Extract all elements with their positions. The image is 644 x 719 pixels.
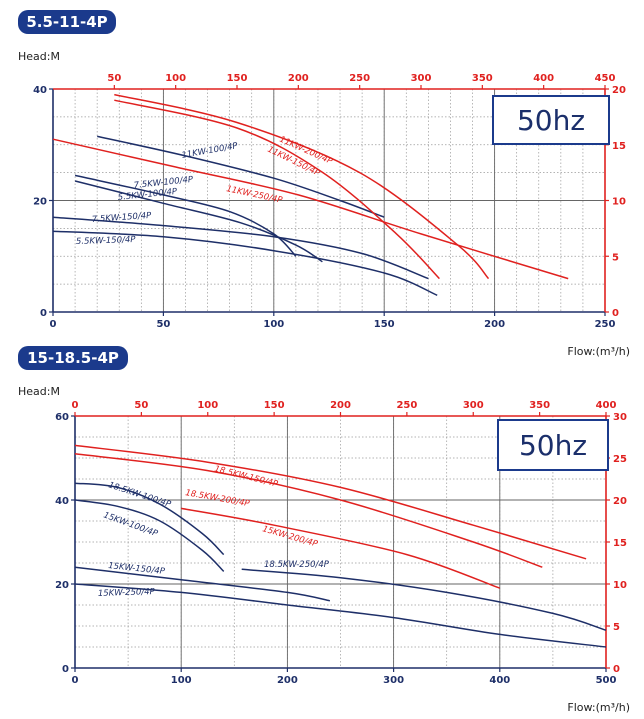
x-top-tick-label: 300 xyxy=(463,400,484,411)
curve-11kw-100-4p xyxy=(97,135,385,218)
badge-background xyxy=(18,346,128,370)
x-top-tick-label: 100 xyxy=(197,400,218,411)
model-badge: 5.5-11-4P xyxy=(18,10,116,34)
curve-label: 7.5KW-150/4P xyxy=(92,211,153,225)
x-axis-label: Flow:(m³/h) xyxy=(567,345,630,358)
y-axis-label: Head:M xyxy=(18,385,60,398)
frequency-box-frame xyxy=(497,419,609,471)
pump-curves xyxy=(74,444,607,648)
y-right-tick-label: 5 xyxy=(612,252,619,263)
y-right-tick-label: 20 xyxy=(613,496,627,507)
curve-11kw-250-4p xyxy=(52,138,569,280)
y-right-tick-label: 10 xyxy=(613,580,627,591)
curve-7-5kw-100-4p xyxy=(74,174,297,257)
x-top-tick-label: 350 xyxy=(529,400,550,411)
curve-label: 11KW-100/4P xyxy=(181,141,240,161)
curve-15kw-200-4p xyxy=(181,507,501,589)
y-axis-label: Head:M xyxy=(18,50,60,63)
x-axis-label: Flow:(m³/h) xyxy=(567,701,630,714)
y-right-tick-label: 25 xyxy=(613,454,627,465)
curve-18-5kw-150-4p xyxy=(74,444,587,560)
x-top-tick-label: 50 xyxy=(107,73,121,84)
y-left-tick-label: 0 xyxy=(40,308,47,319)
y-left-tick-label: 40 xyxy=(33,85,47,96)
model-badge: 15-18.5-4P xyxy=(18,346,128,370)
curve-5-5kw-150-4p xyxy=(52,230,438,296)
y-right-tick-label: 10 xyxy=(612,197,626,208)
curve-18-5kw-250-4p xyxy=(241,568,607,631)
y-left-tick-label: 40 xyxy=(55,496,69,507)
y-right-tick-label: 15 xyxy=(612,141,626,152)
frequency-label: 50hz xyxy=(519,429,587,462)
frequency-box: 50hz xyxy=(497,419,609,471)
x-top-tick-label: 300 xyxy=(411,73,432,84)
x-top-tick-label: 200 xyxy=(288,73,309,84)
curve-label: 15KW-250/4P xyxy=(98,587,156,599)
curve-18-5kw-200-4p xyxy=(74,453,543,568)
curve-15kw-100-4p xyxy=(74,499,225,572)
curve-15kw-150-4p xyxy=(74,566,331,602)
curve-label: 18.5KW-200/4P xyxy=(184,488,251,509)
x-bottom-tick-label: 0 xyxy=(72,675,79,686)
x-top-tick-label: 350 xyxy=(472,73,493,84)
x-top-tick-label: 150 xyxy=(264,400,285,411)
curve-5-5kw-100-4p xyxy=(74,180,323,263)
curve-15kw-250-4p xyxy=(74,583,607,648)
x-bottom-tick-label: 250 xyxy=(595,319,616,330)
y-right-tick-label: 15 xyxy=(613,538,627,549)
x-top-tick-label: 450 xyxy=(595,73,616,84)
curve-label: 11KW-250/4P xyxy=(225,184,284,206)
y-right-tick-label: 0 xyxy=(613,664,620,675)
x-top-tick-label: 0 xyxy=(72,400,79,411)
chart-title: 5.5-11-4P xyxy=(26,13,107,31)
x-top-tick-label: 50 xyxy=(134,400,148,411)
x-top-tick-label: 400 xyxy=(596,400,617,411)
y-left-tick-label: 60 xyxy=(55,412,69,423)
x-top-tick-label: 400 xyxy=(533,73,554,84)
x-top-tick-label: 250 xyxy=(396,400,417,411)
curve-18-5kw-100-4p xyxy=(74,482,225,556)
curve-label: 18.5KW-250/4P xyxy=(264,560,330,570)
y-right-tick-label: 20 xyxy=(612,85,626,96)
x-bottom-tick-label: 500 xyxy=(596,675,617,686)
curve-11kw-150-4p xyxy=(114,99,440,280)
y-left-tick-label: 20 xyxy=(33,197,47,208)
x-top-tick-label: 200 xyxy=(330,400,351,411)
x-bottom-tick-label: 300 xyxy=(383,675,404,686)
x-top-tick-label: 150 xyxy=(227,73,248,84)
x-bottom-tick-label: 150 xyxy=(374,319,395,330)
pump-curves xyxy=(52,93,569,296)
curve-11kw-200-4p xyxy=(114,93,490,280)
x-bottom-tick-label: 100 xyxy=(263,319,284,330)
x-bottom-tick-label: 400 xyxy=(489,675,510,686)
y-left-tick-label: 0 xyxy=(62,664,69,675)
y-right-tick-label: 0 xyxy=(612,308,619,319)
badge-background xyxy=(18,10,116,34)
frequency-label: 50hz xyxy=(517,104,585,137)
x-top-tick-label: 100 xyxy=(165,73,186,84)
y-left-tick-label: 20 xyxy=(55,580,69,591)
y-right-tick-label: 30 xyxy=(613,412,627,423)
x-top-tick-label: 250 xyxy=(349,73,370,84)
x-bottom-tick-label: 50 xyxy=(156,319,170,330)
curve-label: 5.5KW-150/4P xyxy=(76,235,137,247)
chart-title: 15-18.5-4P xyxy=(27,349,119,367)
x-bottom-tick-label: 200 xyxy=(277,675,298,686)
frequency-box: 50hz xyxy=(492,95,610,145)
curve-label: 15KW-100/4P xyxy=(102,510,160,539)
x-bottom-tick-label: 200 xyxy=(484,319,505,330)
x-bottom-tick-label: 0 xyxy=(50,319,57,330)
curve-7-5kw-150-4p xyxy=(52,216,429,280)
frequency-box-frame xyxy=(492,95,610,145)
x-bottom-tick-label: 100 xyxy=(171,675,192,686)
y-right-tick-label: 5 xyxy=(613,622,620,633)
